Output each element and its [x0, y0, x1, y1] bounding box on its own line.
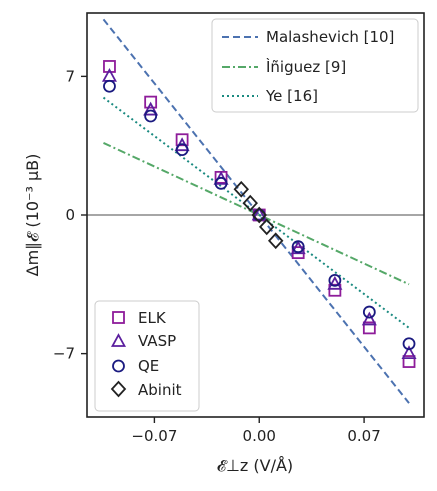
plot-area	[87, 18, 424, 404]
point-abinit-4	[267, 232, 284, 250]
legend-lines-box	[211, 18, 419, 113]
point-qe-8	[402, 337, 416, 351]
legend-qe-marker	[112, 359, 125, 373]
legend-abinit-label: Abinit	[138, 381, 182, 399]
point-elk-2	[175, 133, 189, 147]
point-elk-6	[328, 283, 342, 297]
legend-elk-marker	[112, 311, 125, 324]
x-tick-label-0: −0.07	[131, 427, 177, 445]
y-tick-label-0: 7	[65, 67, 75, 85]
point-vasp-6	[327, 275, 343, 290]
point-vasp-7	[361, 311, 377, 326]
point-abinit-1	[242, 194, 258, 212]
point-elk-0	[103, 60, 116, 73]
point-qe-7	[362, 305, 376, 319]
point-elk-8	[402, 355, 416, 368]
point-vasp-8	[401, 345, 417, 360]
legend-ye-label: Ye [16]	[265, 87, 318, 105]
x-tick-label-1: 0.00	[243, 427, 276, 445]
point-abinit-2	[251, 206, 267, 224]
point-vasp-4	[251, 206, 267, 221]
plot-frame	[86, 12, 425, 418]
legend-qe-label: QE	[138, 357, 159, 375]
legend-elk-label: ELK	[138, 309, 167, 327]
legend-lines: Malashevich [10] Ìñiguez [9] Ye [16]	[211, 18, 419, 113]
legend-malashevich-label: Malashevich [10]	[266, 28, 394, 46]
x-axis-label: 𝓔⊥z (V/Å)	[217, 456, 293, 475]
point-qe-2	[175, 143, 189, 157]
point-vasp-1	[143, 101, 159, 116]
y-tick-label-1: 0	[65, 206, 75, 224]
y-axis-label: Δm∥𝓔 (10⁻³ μB)	[23, 154, 42, 277]
point-abinit-3	[259, 218, 275, 236]
point-abinit-0	[233, 180, 249, 198]
point-elk-1	[144, 95, 158, 109]
point-elk-7	[362, 321, 376, 335]
legend-iniguez-label: Ìñiguez [9]	[266, 57, 346, 76]
x-tick-label-2: 0.07	[347, 427, 380, 445]
legend-abinit-marker	[110, 380, 127, 398]
legend-codes: ELK VASP QE Abinit	[94, 300, 200, 412]
y-tick-label-2: −7	[53, 345, 75, 363]
point-qe-5	[291, 240, 305, 254]
ticks: −0.07 0.00 0.07 7 0 −7	[53, 67, 381, 445]
point-qe-3	[214, 176, 228, 190]
point-qe-1	[144, 109, 158, 123]
legend-vasp-marker	[110, 333, 127, 347]
point-qe-6	[328, 273, 342, 287]
point-vasp-5	[290, 240, 306, 255]
legend-vasp-label: VASP	[138, 332, 176, 350]
point-qe-0	[103, 79, 116, 93]
